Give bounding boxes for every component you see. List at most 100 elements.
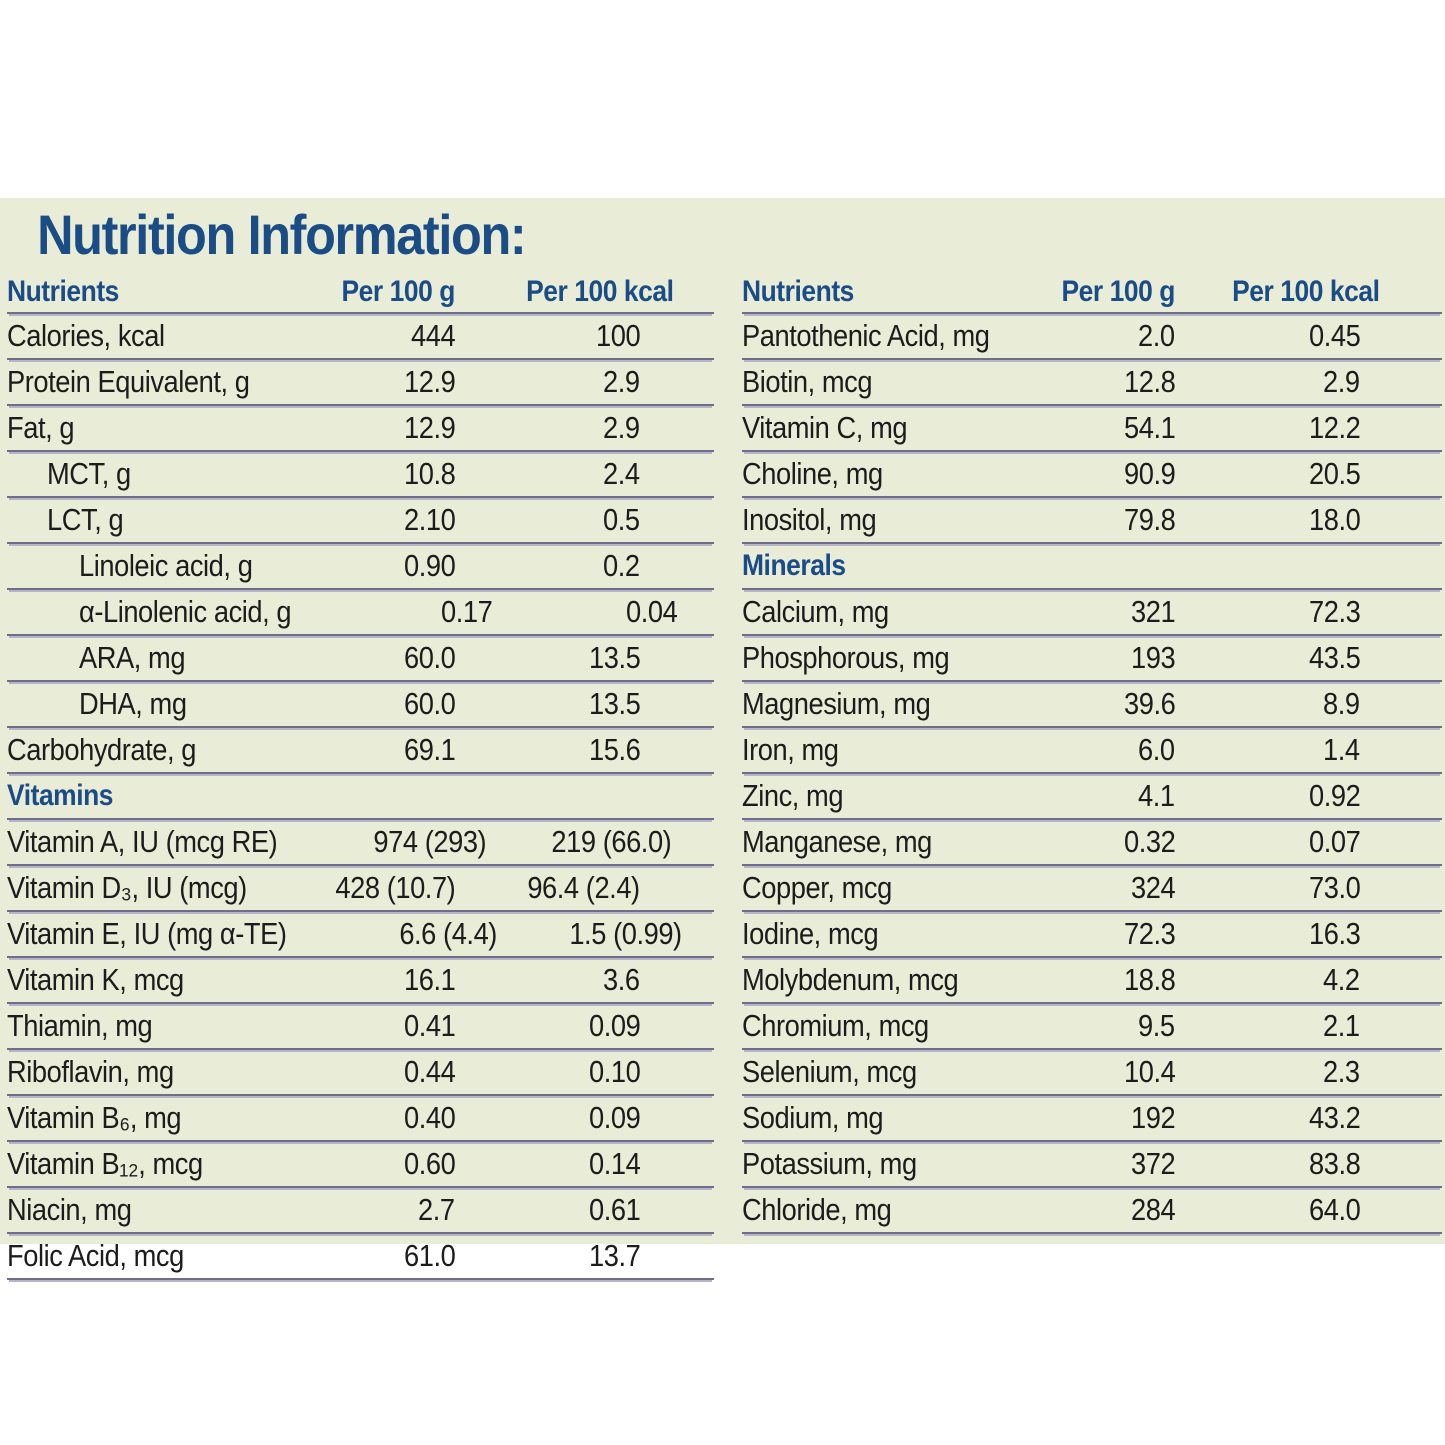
value-per-100-kcal: 2.9 [1323,364,1360,399]
value-per-100-g: 0.32 [1123,824,1176,859]
value-per-100-g: 10.4 [1123,1054,1176,1089]
value-per-100-kcal: 4.2 [1323,962,1360,997]
nutrient-label: Vitamin B₁₂, mcg [7,1146,203,1181]
nutrient-label: Carbohydrate, g [7,732,197,767]
value-per-100-g: 9.5 [1138,1008,1175,1043]
value-per-100-kcal: 0.61 [588,1192,641,1227]
nutrient-label: ARA, mg [79,640,186,675]
value-per-100-g: 60.0 [403,640,456,675]
value-per-100-g: 12.8 [1123,364,1176,399]
table-row: Zinc, mg 4.1 0.92 [742,774,1442,820]
value-per-100-g: 60.0 [403,686,456,721]
value-per-100-g: 974 (293) [373,824,487,859]
value-per-100-g: 12.9 [403,410,456,445]
nutrient-label: Selenium, mcg [742,1054,917,1089]
nutrient-label: Inositol, mg [742,502,877,537]
section-header-row: Minerals [742,544,1442,590]
table-row: Selenium, mcg 10.4 2.3 [742,1050,1442,1096]
value-per-100-kcal: 2.1 [1323,1008,1360,1043]
value-per-100-g: 16.1 [403,962,456,997]
nutrient-label: Phosphorous, mg [742,640,950,675]
table-row: Vitamin K, mcg 16.1 3.6 [7,958,714,1004]
table-row: MCT, g 10.8 2.4 [7,452,714,498]
value-per-100-g: 6.6 (4.4) [398,916,497,951]
nutrient-label: Pantothenic Acid, mg [742,318,990,353]
nutrient-label: Biotin, mcg [742,364,873,399]
table-row: Thiamin, mg 0.41 0.09 [7,1004,714,1050]
nutrient-label: Vitamin E, IU (mg α-TE) [7,916,287,951]
table-row: Linoleic acid, g 0.90 0.2 [7,544,714,590]
table-row: Vitamin E, IU (mg α-TE) 6.6 (4.4) 1.5 (0.9… [7,912,714,958]
value-per-100-kcal: 73.0 [1308,870,1361,905]
nutrient-label: Vitamin A, IU (mcg RE) [7,824,278,859]
nutrient-label: Linoleic acid, g [79,548,253,583]
value-per-100-kcal: 12.2 [1308,410,1361,445]
nutrient-label: Vitamin B₆, mg [7,1100,182,1135]
section-title: Minerals [742,549,846,582]
value-per-100-kcal: 2.9 [603,410,640,445]
nutrient-label: Vitamin C, mg [742,410,908,445]
table-row: Iron, mg 6.0 1.4 [742,728,1442,774]
value-per-100-g: 69.1 [403,732,456,767]
nutrient-label: Folic Acid, mcg [7,1238,184,1273]
nutrient-label: Calories, kcal [7,318,165,353]
table-row: Magnesium, mg 39.6 8.9 [742,682,1442,728]
nutrients-table-left: Nutrients Per 100 g Per 100 kcal Calorie… [7,272,714,1280]
nutrient-label: Iron, mg [742,732,839,767]
value-per-100-g: 0.40 [403,1100,456,1135]
value-per-100-kcal: 72.3 [1308,594,1361,629]
table-body: Calories, kcal 444 100 Protein Equivalent, … [7,314,714,1280]
value-per-100-kcal: 0.5 [603,502,640,537]
value-per-100-g: 6.0 [1138,732,1175,767]
table-row: Niacin, mg 2.7 0.61 [7,1188,714,1234]
value-per-100-g: 18.8 [1123,962,1176,997]
column-header-nutrients: Nutrients [742,275,854,308]
table-row: Chromium, mcg 9.5 2.1 [742,1004,1442,1050]
table-row: Vitamin B₆, mg 0.40 0.09 [7,1096,714,1142]
nutrient-label: Iodine, mcg [742,916,879,951]
nutrient-label: Copper, mcg [742,870,892,905]
table-row: Folic Acid, mcg 61.0 13.7 [7,1234,714,1280]
value-per-100-g: 0.60 [403,1146,456,1181]
value-per-100-kcal: 100 [595,318,641,353]
value-per-100-kcal: 64.0 [1308,1192,1361,1227]
value-per-100-kcal: 13.5 [588,686,641,721]
nutrient-label: Potassium, mg [742,1146,917,1181]
value-per-100-g: 54.1 [1123,410,1176,445]
value-per-100-g: 2.10 [403,502,456,537]
table-row: Vitamin B₁₂, mcg 0.60 0.14 [7,1142,714,1188]
nutrient-label: Riboflavin, mg [7,1054,174,1089]
value-per-100-g: 39.6 [1123,686,1176,721]
nutrient-label: Thiamin, mg [7,1008,153,1043]
column-header-per-100-g: Per 100 g [1061,275,1176,308]
value-per-100-g: 284 [1130,1192,1176,1227]
table-row: Inositol, mg 79.8 18.0 [742,498,1442,544]
table-row: α-Linolenic acid, g 0.17 0.04 [7,590,714,636]
value-per-100-g: 4.1 [1138,778,1175,813]
table-row: Choline, mg 90.9 20.5 [742,452,1442,498]
value-per-100-kcal: 0.09 [588,1008,641,1043]
value-per-100-kcal: 13.7 [588,1238,641,1273]
nutrient-label: Protein Equivalent, g [7,364,250,399]
page-title: Nutrition Information: [10,202,552,267]
table-row: Biotin, mcg 12.8 2.9 [742,360,1442,406]
value-per-100-kcal: 13.5 [588,640,641,675]
value-per-100-g: 0.41 [403,1008,456,1043]
value-per-100-g: 0.44 [403,1054,456,1089]
value-per-100-kcal: 2.4 [603,456,640,491]
value-per-100-g: 90.9 [1123,456,1176,491]
nutrient-label: α-Linolenic acid, g [79,594,292,629]
column-header-per-100-kcal: Per 100 kcal [1232,275,1380,308]
nutrient-label: Zinc, mg [742,778,844,813]
nutrient-label: DHA, mg [79,686,187,721]
column-header-per-100-kcal: Per 100 kcal [525,275,674,308]
table-header-row: Nutrients Per 100 g Per 100 kcal [742,272,1442,314]
table-row: Carbohydrate, g 69.1 15.6 [7,728,714,774]
table-row: Fat, g 12.9 2.9 [7,406,714,452]
value-per-100-kcal: 43.5 [1308,640,1361,675]
value-per-100-kcal: 18.0 [1308,502,1361,537]
value-per-100-kcal: 0.07 [1308,824,1361,859]
value-per-100-g: 444 [410,318,456,353]
value-per-100-kcal: 0.04 [625,594,678,629]
nutrient-label: Manganese, mg [742,824,932,859]
